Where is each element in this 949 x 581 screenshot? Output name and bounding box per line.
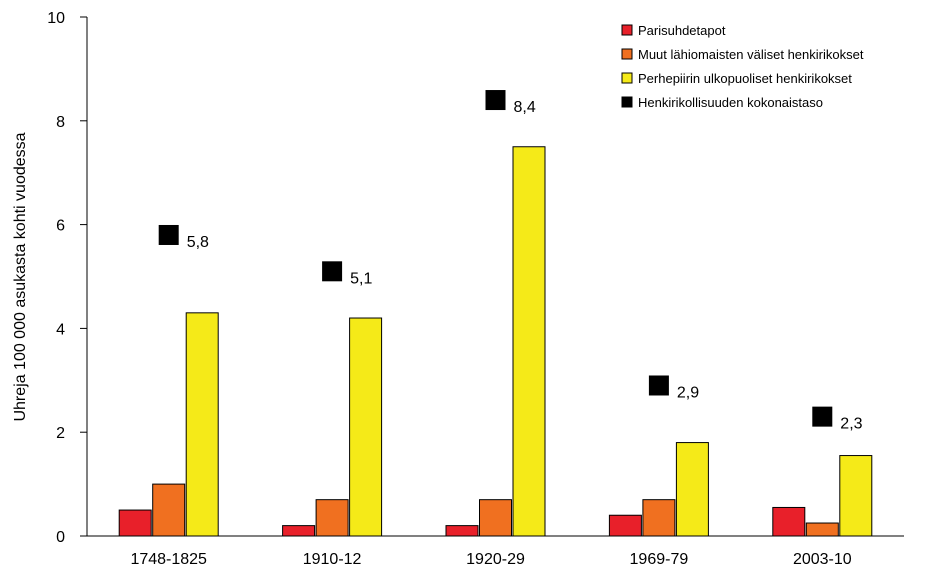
legend-label: Muut lähiomaisten väliset henkirikokset (638, 47, 864, 62)
bar (839, 455, 873, 537)
total-markers: 5,8 5,1 8,4 2,9 2,3 (158, 90, 863, 433)
total-label: 8,4 (514, 99, 536, 116)
total-label: 2,9 (677, 384, 699, 401)
legend-swatch (621, 48, 633, 60)
y-tick-label: 0 (56, 529, 65, 546)
total-label: 5,8 (187, 234, 209, 251)
bar (152, 483, 186, 537)
bar (445, 525, 479, 537)
total-marker (812, 406, 833, 427)
legend-label: Perhepiirin ulkopuoliset henkirikokset (638, 71, 852, 86)
bar (118, 509, 152, 537)
y-axis: 0 2 4 6 8 10 (47, 10, 88, 546)
x-tick-label: 1748-1825 (130, 551, 207, 568)
y-tick-label: 8 (56, 114, 65, 131)
x-axis: 1748-1825 1910-12 1920-29 1969-79 2003-10 (87, 535, 904, 568)
y-tick-label: 2 (56, 425, 65, 442)
y-tick-label: 4 (56, 321, 65, 338)
y-tick-label: 6 (56, 218, 65, 235)
x-tick-label: 1910-12 (303, 551, 362, 568)
total-marker (158, 224, 179, 245)
legend-swatch (621, 96, 633, 108)
x-tick-label: 1920-29 (466, 551, 525, 568)
bar (479, 499, 512, 537)
legend-swatch (621, 24, 633, 36)
bar (282, 525, 316, 537)
x-tick-label: 1969-79 (630, 551, 689, 568)
legend-label: Henkirikollisuuden kokonaistaso (638, 95, 823, 110)
bar (185, 312, 219, 537)
bar (675, 442, 709, 537)
x-tick-label: 2003-10 (793, 551, 852, 568)
y-tick-label: 10 (47, 10, 65, 27)
total-label: 2,3 (840, 416, 862, 433)
bar (315, 499, 349, 537)
total-label: 5,1 (350, 270, 372, 287)
bar (805, 522, 839, 537)
y-axis-title: Uhreja 100 000 asukasta kohti vuodessa (12, 132, 29, 421)
bars (118, 146, 873, 537)
bar (642, 499, 676, 537)
legend: Parisuhdetapot Muut lähiomaisten väliset … (621, 23, 864, 110)
bar (349, 317, 383, 537)
bar (772, 506, 806, 537)
legend-label: Parisuhdetapot (638, 23, 726, 38)
bar (512, 146, 546, 537)
total-marker (322, 261, 343, 282)
total-marker (485, 90, 506, 111)
bar (608, 514, 642, 537)
total-marker (648, 375, 669, 396)
legend-swatch (621, 72, 633, 84)
